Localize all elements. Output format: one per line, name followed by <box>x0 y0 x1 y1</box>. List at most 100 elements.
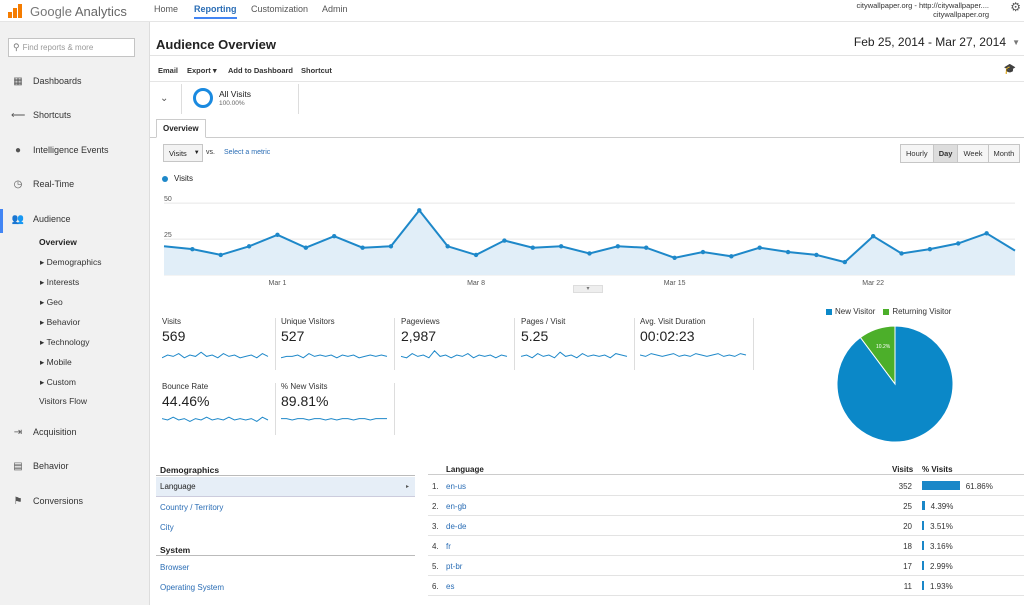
nav-admin[interactable]: Admin <box>322 3 348 14</box>
language-link[interactable]: de-de <box>446 522 467 531</box>
sidebar-sub-visitors-flow[interactable]: Visitors Flow <box>39 396 88 406</box>
data-point[interactable] <box>445 244 450 249</box>
language-link[interactable]: es <box>446 582 455 591</box>
granularity-week[interactable]: Week <box>958 145 989 162</box>
sidebar-item-behavior[interactable]: ▤ Behavior <box>0 457 150 475</box>
segment-name[interactable]: All Visits <box>219 89 251 99</box>
sidebar-sub-mobile[interactable]: ▸ Mobile <box>40 357 72 367</box>
graduation-cap-icon[interactable]: 🎓 <box>1003 64 1016 75</box>
granularity-toggle: Hourly Day Week Month <box>900 144 1021 163</box>
sidebar-item-shortcuts[interactable]: ⟵ Shortcuts <box>0 106 150 124</box>
shortcut-button[interactable]: Shortcut <box>301 66 332 75</box>
settings-gear-icon[interactable]: ⚙ <box>1010 0 1021 14</box>
data-point[interactable] <box>984 231 989 236</box>
metric-bounce-rate[interactable]: Bounce Rate 44.46% <box>162 382 274 437</box>
sidebar-item-intelligence-events[interactable]: ● Intelligence Events <box>0 141 150 159</box>
export-button[interactable]: Export ▾ <box>187 66 217 75</box>
chevron-down-icon[interactable]: ▼ <box>1012 38 1020 47</box>
data-point[interactable] <box>246 244 252 249</box>
data-point[interactable] <box>729 254 734 259</box>
data-point[interactable] <box>190 246 195 252</box>
sidebar-sub-behavior[interactable]: ▸ Behavior <box>40 317 81 327</box>
search-input[interactable]: ⚲ Find reports & more <box>8 38 135 57</box>
sidebar-item-audience[interactable]: 👥 Audience <box>0 210 150 228</box>
demographics-country[interactable]: Country / Territory <box>160 502 224 512</box>
data-point[interactable] <box>927 246 933 252</box>
metric-select[interactable]: Visits ▼ <box>163 144 203 162</box>
sidebar-sub-overview[interactable]: Overview <box>39 237 77 247</box>
metric-new-visits[interactable]: % New Visits 89.81% <box>281 382 393 437</box>
sidebar-item-real-time[interactable]: ◷ Real-Time <box>0 175 150 193</box>
nav-home[interactable]: Home <box>154 3 179 14</box>
tab-overview[interactable]: Overview <box>156 119 206 138</box>
language-link[interactable]: pt-br <box>446 562 463 571</box>
language-link[interactable]: fr <box>446 542 451 551</box>
system-browser[interactable]: Browser <box>160 562 190 572</box>
data-point[interactable] <box>558 244 564 249</box>
nav-reporting[interactable]: Reporting <box>194 0 237 19</box>
data-point[interactable] <box>275 232 280 237</box>
nav-customization[interactable]: Customization <box>251 3 309 14</box>
metric-pages-per-visit[interactable]: Pages / Visit 5.25 <box>521 317 633 372</box>
language-link[interactable]: en-us <box>446 482 467 491</box>
chevron-down-icon[interactable]: ⌄ <box>160 93 169 104</box>
select-metric-link[interactable]: Select a metric <box>224 149 271 156</box>
visits-value: 352 <box>898 482 912 491</box>
legend-returning-visitor[interactable]: Returning Visitor <box>883 307 951 316</box>
system-operating-system[interactable]: Operating System <box>160 582 225 592</box>
data-point[interactable] <box>587 251 592 256</box>
sidebar-sub-geo[interactable]: ▸ Geo <box>40 297 63 307</box>
data-point[interactable] <box>530 245 535 250</box>
legend-new-visitor[interactable]: New Visitor <box>826 307 875 316</box>
visits-line-chart[interactable]: 50 25 Mar 1 Mar 8 Mar 15 Mar 22 <box>150 182 1024 297</box>
google-analytics-logo[interactable]: Google Analytics <box>8 1 127 21</box>
data-point[interactable] <box>899 251 904 256</box>
sidebar-sub-custom[interactable]: ▸ Custom <box>40 377 76 387</box>
data-point[interactable] <box>672 255 677 260</box>
email-button[interactable]: Email <box>158 66 179 75</box>
sidebar-sub-interests[interactable]: ▸ Interests <box>40 277 80 287</box>
data-point[interactable] <box>360 245 365 250</box>
metric-avg-visit-duration[interactable]: Avg. Visit Duration 00:02:23 <box>640 317 752 372</box>
demographics-city[interactable]: City <box>160 522 174 532</box>
data-point[interactable] <box>644 245 649 250</box>
sidebar-item-acquisition[interactable]: ⇥ Acquisition <box>0 423 150 441</box>
data-point[interactable] <box>332 234 337 239</box>
data-point[interactable] <box>218 252 223 258</box>
data-point[interactable] <box>814 252 819 258</box>
data-point[interactable] <box>417 208 422 213</box>
data-point[interactable] <box>870 234 876 239</box>
data-point[interactable] <box>388 244 394 249</box>
date-range-picker[interactable]: Feb 25, 2014 - Mar 27, 2014 <box>853 35 1006 49</box>
sidebar-item-label: Shortcuts <box>33 110 72 120</box>
chart-collapse-handle[interactable]: ▾ <box>573 285 603 293</box>
metric-visits[interactable]: Visits 569 <box>162 317 274 372</box>
granularity-month[interactable]: Month <box>988 145 1020 162</box>
visitor-type-pie-chart[interactable]: 10.2%89.8% <box>836 325 954 443</box>
granularity-day[interactable]: Day <box>933 145 959 162</box>
data-point[interactable] <box>303 245 309 250</box>
data-point[interactable] <box>956 241 961 246</box>
sidebar-item-dashboards[interactable]: ▦ Dashboards <box>0 72 150 90</box>
data-point[interactable] <box>700 249 706 255</box>
data-point[interactable] <box>615 244 621 249</box>
metric-pageviews[interactable]: Pageviews 2,987 <box>401 317 513 372</box>
data-point[interactable] <box>785 249 791 255</box>
demographics-language[interactable]: Language ▸ <box>156 477 415 497</box>
account-selector[interactable]: citywallpaper.org - http://citywallpaper… <box>856 1 989 19</box>
sidebar-sub-technology[interactable]: ▸ Technology <box>40 337 90 347</box>
data-point[interactable] <box>757 245 762 250</box>
granularity-hourly[interactable]: Hourly <box>901 145 934 162</box>
sidebar-sub-demographics[interactable]: ▸ Demographics <box>40 257 102 267</box>
metric-unique-visitors[interactable]: Unique Visitors 527 <box>281 317 393 372</box>
data-point[interactable] <box>842 259 847 265</box>
data-point[interactable] <box>473 252 479 258</box>
add-to-dashboard-button[interactable]: Add to Dashboard <box>228 66 293 75</box>
column-language[interactable]: Language <box>446 465 484 474</box>
column-visits[interactable]: Visits <box>892 465 914 474</box>
language-link[interactable]: en-gb <box>446 502 467 511</box>
pie-slice[interactable] <box>836 325 954 443</box>
column-pct-visits[interactable]: % Visits <box>922 465 953 474</box>
data-point[interactable] <box>502 238 507 243</box>
sidebar-item-conversions[interactable]: ⚑ Conversions <box>0 492 150 510</box>
